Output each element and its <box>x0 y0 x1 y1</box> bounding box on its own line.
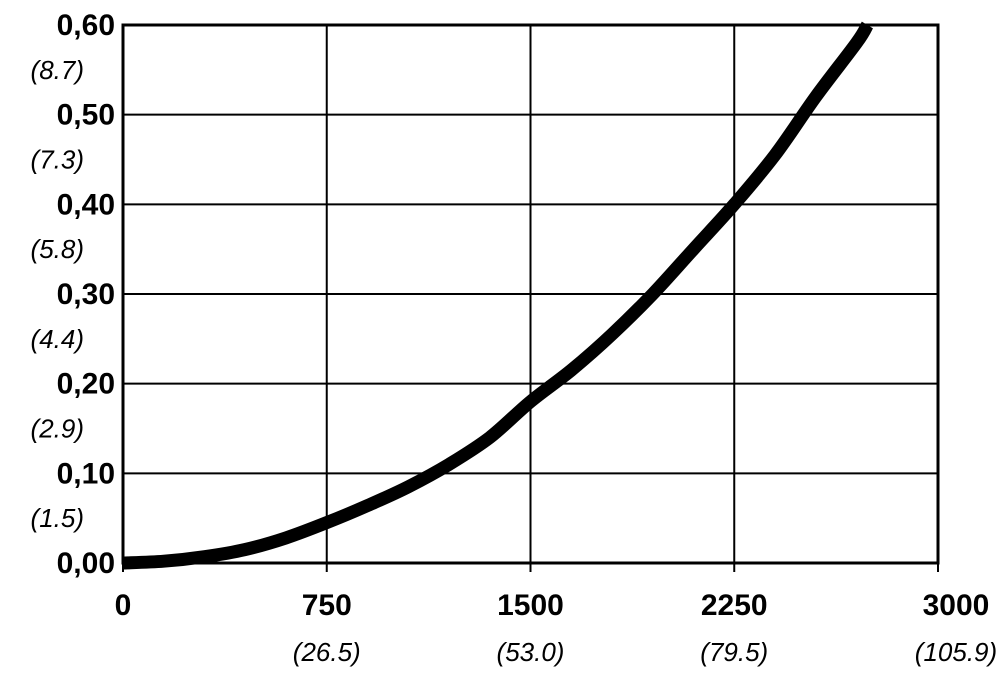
y-tick-label: 0,60 <box>57 9 115 42</box>
y-tick-sublabel: (8.7) <box>31 55 84 85</box>
y-tick-label: 0,30 <box>57 278 115 311</box>
x-axis-ticks: 0 750 (26.5) 1500 (53.0) 2250 (79.5) 3000 (105.9… <box>115 563 997 667</box>
x-tick-label: 0 <box>115 589 132 622</box>
x-tick-sublabel: (53.0) <box>497 637 565 667</box>
x-tick-label: 2250 <box>701 589 768 622</box>
series-line <box>122 21 874 570</box>
x-tick-label: 3000 <box>923 589 990 622</box>
y-tick-sublabel: (2.9) <box>31 414 84 444</box>
y-tick-label: 0,50 <box>57 99 115 132</box>
x-tick-label: 1500 <box>497 589 564 622</box>
y-tick-sublabel: (7.3) <box>31 145 84 175</box>
x-tick-label: 750 <box>302 589 352 622</box>
y-tick-sublabel: (4.4) <box>31 324 84 354</box>
x-tick-sublabel: (26.5) <box>293 637 361 667</box>
y-axis-ticks: 0,00 0,10 (1.5) 0,20 (2.9) 0,30 (4.4) 0,40 (5.8)… <box>31 9 115 580</box>
x-tick-sublabel: (105.9) <box>915 637 997 667</box>
y-tick-label: 0,10 <box>57 457 115 490</box>
series-layer <box>122 21 874 570</box>
y-tick-label: 0,40 <box>57 188 115 221</box>
y-tick-label: 0,20 <box>57 368 115 401</box>
y-tick-sublabel: (5.8) <box>31 234 84 264</box>
y-tick-sublabel: (1.5) <box>31 503 84 533</box>
y-tick-label: 0,00 <box>57 547 115 580</box>
x-tick-sublabel: (79.5) <box>700 637 768 667</box>
